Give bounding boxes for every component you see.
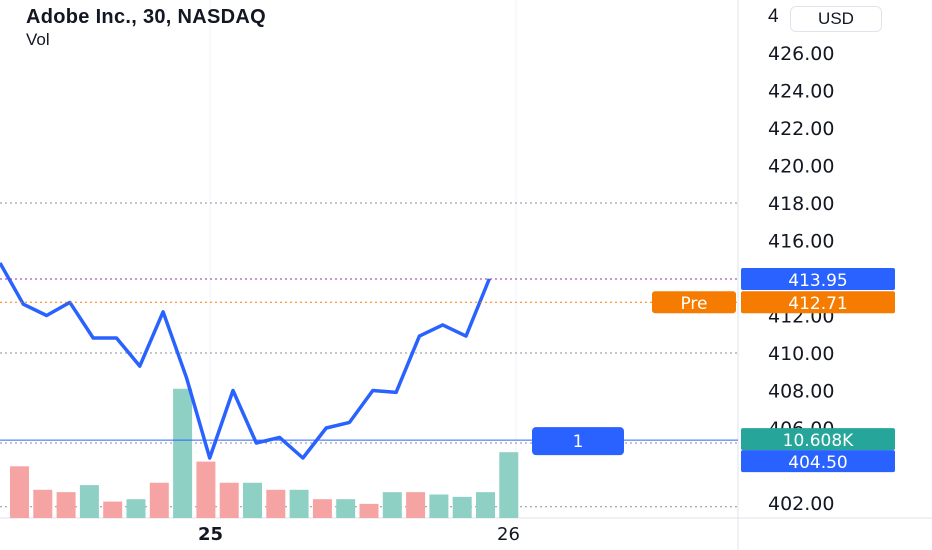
- crosshair-badge: 1: [573, 432, 584, 452]
- y-tick-label: 416.00: [768, 231, 834, 253]
- y-tick-label: 424.00: [768, 81, 834, 103]
- crosshair-volume-label: 10.608K: [783, 431, 854, 451]
- last-price-label: 413.95: [788, 271, 847, 291]
- volume-bar: [499, 452, 519, 518]
- volume-bar: [476, 492, 495, 518]
- pre-price-label: 412.71: [788, 294, 847, 314]
- currency-button[interactable]: USD: [790, 6, 882, 32]
- volume-bar: [126, 499, 146, 518]
- volume-indicator-label[interactable]: Vol: [26, 30, 50, 49]
- volume-bar: [289, 489, 309, 518]
- y-tick-label: 420.00: [768, 156, 834, 178]
- volume-bar: [33, 489, 53, 518]
- y-tick-label: 402.00: [768, 493, 834, 515]
- volume-bar: [312, 499, 332, 518]
- volume-bar: [452, 496, 472, 518]
- last-price-label-bg: [741, 267, 895, 290]
- y-tick-label: 426.00: [768, 43, 834, 65]
- x-tick-label: 25: [198, 524, 223, 545]
- volume-bar: [103, 501, 123, 518]
- volume-bar: [79, 485, 99, 518]
- volume-bar: [219, 482, 239, 518]
- crosshair-volume-bg: [741, 428, 895, 451]
- volume-bar: [429, 494, 449, 518]
- y-tick-label: 422.00: [768, 118, 834, 140]
- volume-bar: [382, 492, 402, 518]
- x-tick-label: 26: [497, 524, 520, 545]
- volume-bar: [406, 492, 426, 518]
- y-tick-label: 410.00: [768, 343, 834, 365]
- volume-bar: [266, 489, 286, 518]
- chart-title: Adobe Inc., 30, NASDAQ: [26, 6, 266, 28]
- price-series-line: [0, 262, 491, 460]
- volume-bar: [10, 466, 29, 518]
- crosshair-price-bg: [741, 450, 895, 473]
- pre-price-label-bg: [741, 291, 895, 314]
- volume-bar: [243, 482, 262, 518]
- y-tick-label: 408.00: [768, 381, 834, 403]
- price-scale-prefix: 4: [768, 6, 779, 27]
- volume-bar: [196, 461, 216, 518]
- crosshair-price-label: 404.50: [788, 453, 847, 473]
- crosshair-badge-bg[interactable]: [532, 427, 624, 456]
- pre-tag-label: Pre: [680, 294, 707, 314]
- y-tick-label: 418.00: [768, 193, 834, 215]
- volume-bar: [149, 482, 169, 518]
- volume-bar: [173, 388, 193, 518]
- volume-bar: [359, 503, 379, 518]
- volume-bar: [336, 499, 356, 518]
- volume-bar: [56, 492, 76, 518]
- pre-tag-bg: [652, 291, 736, 314]
